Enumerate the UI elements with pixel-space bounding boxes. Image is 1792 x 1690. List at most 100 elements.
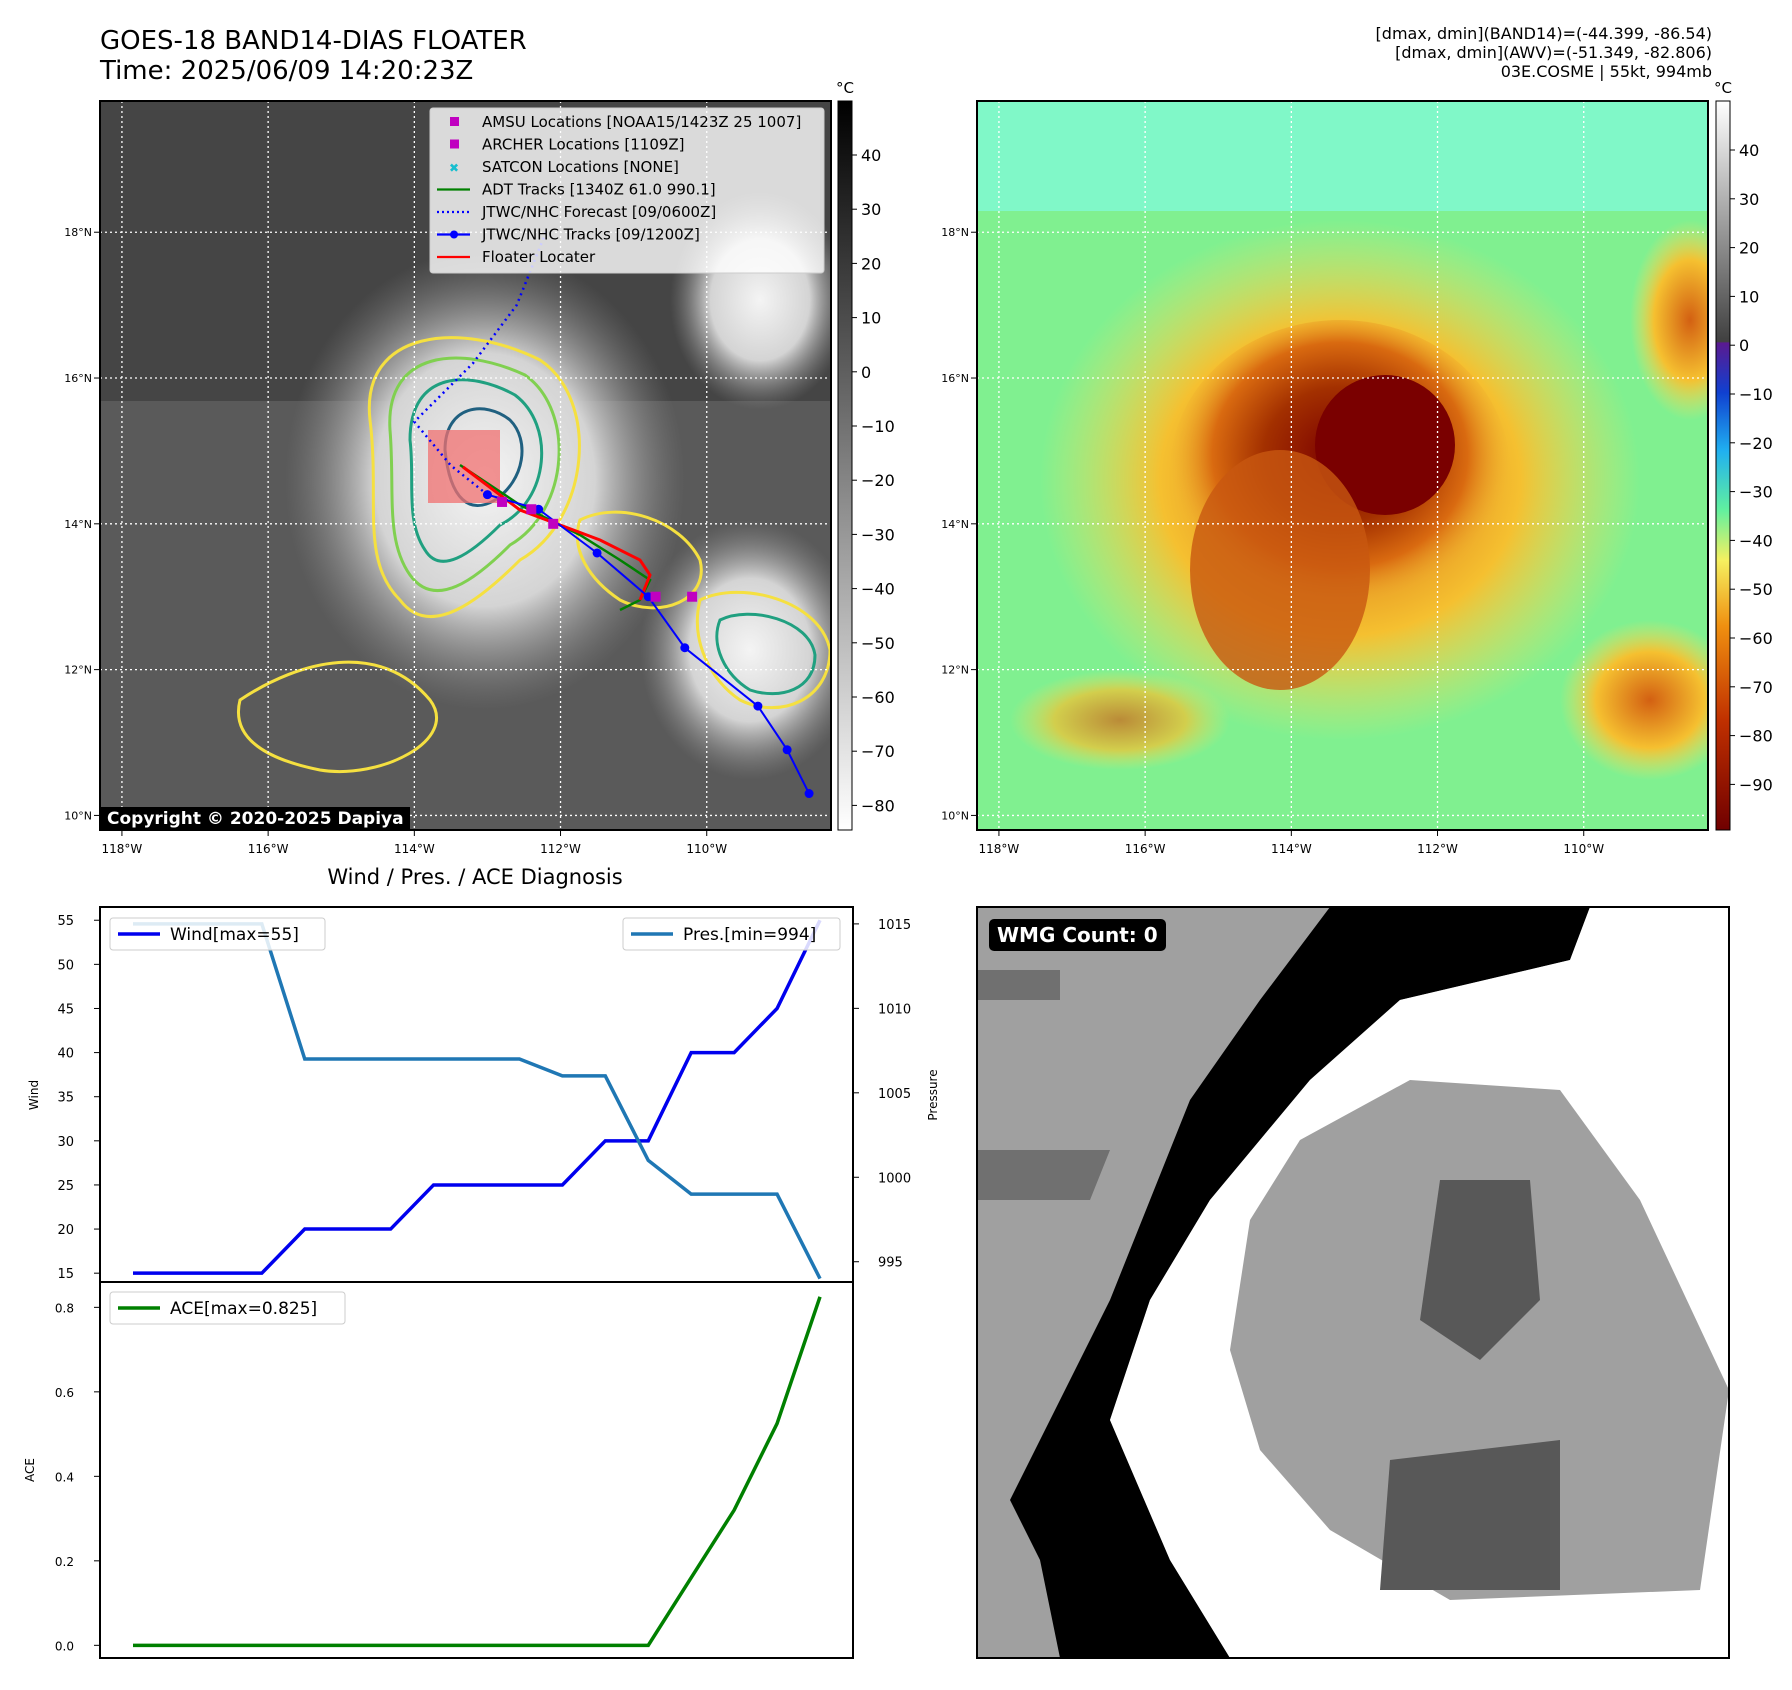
amsu-marker xyxy=(687,591,698,602)
track-point xyxy=(804,789,814,799)
ace-chart: 0.0 0.2 0.4 0.6 0.8 ACE[max=0.825] xyxy=(55,1291,822,1653)
colorbar-tick-label: 20 xyxy=(1739,239,1759,258)
legend-square-marker xyxy=(450,139,459,149)
colorbar-tick-label: −20 xyxy=(861,471,895,490)
colorbar-color-unit: °C xyxy=(1714,79,1732,97)
track-point xyxy=(782,745,792,755)
colorbar-tick-label: 30 xyxy=(1739,190,1759,209)
legend-text: Wind[max=55] xyxy=(170,925,299,945)
awv-color-map xyxy=(977,101,1708,830)
ace-ytick-label: 0.6 xyxy=(55,1386,74,1400)
legend-item: ✖ SATCON Locations [NONE] xyxy=(449,158,679,176)
lat-tick-label: 10°N xyxy=(941,809,969,822)
pressure-ylabel: Pressure xyxy=(926,1069,940,1120)
colorbar-tick-label: 10 xyxy=(861,309,881,328)
legend-label: JTWC/NHC Tracks [09/1200Z] xyxy=(481,226,700,244)
track-point xyxy=(680,643,690,653)
info-line-1: [dmax, dmin](BAND14)=(-44.399, -86.54) xyxy=(1375,24,1712,43)
map-right-ticks: 118°W 116°W 114°W 112°W 110°W 18°N 16°N 14°N 12°… xyxy=(941,226,1604,856)
amsu-marker xyxy=(526,504,537,515)
lat-tick-label: 18°N xyxy=(941,226,969,239)
pressure-ytick-label: 995 xyxy=(878,1256,903,1271)
colorbar-tick-label: 0 xyxy=(1739,336,1749,355)
title-line-2: Time: 2025/06/09 14:20:23Z xyxy=(100,56,474,86)
lon-tick-label: 116°W xyxy=(248,842,289,856)
wind-ytick-label: 30 xyxy=(57,1135,74,1150)
ace-ytick-label: 0.4 xyxy=(55,1470,74,1484)
legend-text: ACE[max=0.825] xyxy=(170,1299,317,1319)
colorbar-color xyxy=(1715,100,1731,831)
legend-frame xyxy=(109,917,326,951)
lat-tick-label: 14°N xyxy=(941,518,969,531)
colorbar-tick-label: −50 xyxy=(861,634,895,653)
wind-ylabel: Wind xyxy=(27,1080,41,1110)
lon-tick-label: 118°W xyxy=(102,842,143,856)
lon-tick-label: 110°W xyxy=(1563,842,1604,856)
colorbar-tick-label: −10 xyxy=(861,417,895,436)
contour-yellow xyxy=(367,336,581,619)
wind-ytick-label: 20 xyxy=(57,1223,74,1238)
legend-item: JTWC/NHC Forecast [09/0600Z] xyxy=(437,203,716,221)
track-point xyxy=(534,504,544,514)
wind-ytick-label: 40 xyxy=(57,1047,74,1062)
lat-tick-label: 16°N xyxy=(64,372,92,385)
floater-track xyxy=(462,465,652,601)
awv-eye-region xyxy=(1315,375,1455,515)
jtwc-track xyxy=(487,493,810,794)
awv-cluster-ne xyxy=(1630,220,1708,420)
contour-yellow-4 xyxy=(237,660,438,773)
cloud-cluster-se xyxy=(640,520,831,780)
awv-top-band xyxy=(977,101,1708,211)
track-point xyxy=(482,490,492,500)
legend-dot-marker xyxy=(450,230,458,239)
legend-label: SATCON Locations [NONE] xyxy=(482,158,679,176)
wmg-dark-patch xyxy=(1420,1180,1540,1360)
lat-tick-label: 12°N xyxy=(941,664,969,677)
wind-series xyxy=(133,919,822,1275)
wmg-patch-w xyxy=(977,1150,1110,1200)
legend-item: Floater Locater xyxy=(437,248,596,266)
wind-pressure-axes xyxy=(99,906,854,1283)
ace-ytick-label: 0.0 xyxy=(55,1639,74,1653)
info-line-3: 03E.COSME | 55kt, 994mb xyxy=(1500,62,1712,81)
wind-ytick-label: 35 xyxy=(57,1091,74,1106)
colorbar-tick-label: −40 xyxy=(861,580,895,599)
lat-tick-label: 16°N xyxy=(941,372,969,385)
info-line-2: [dmax, dmin](AWV)=(-51.349, -82.806) xyxy=(1395,43,1712,62)
pressure-legend: Pres.[min=994] xyxy=(622,917,841,951)
lon-tick-label: 114°W xyxy=(394,842,435,856)
map-frame-right xyxy=(976,100,1709,831)
lon-tick-label: 114°W xyxy=(1271,842,1312,856)
legend-label: ADT Tracks [1340Z 61.0 990.1] xyxy=(482,181,716,199)
colorbar-tick-label: −80 xyxy=(861,796,895,815)
ace-ytick-label: 0.8 xyxy=(55,1301,74,1315)
track-point xyxy=(753,701,763,711)
legend-item: ARCHER Locations [1109Z] xyxy=(450,136,685,154)
ace-axes xyxy=(99,1281,854,1659)
colorbar-gray xyxy=(837,100,853,831)
colorbar-gray-unit: °C xyxy=(836,79,854,97)
legend-item: JTWC/NHC Tracks [09/1200Z] xyxy=(437,226,700,244)
lat-tick-label: 14°N xyxy=(64,518,92,531)
colorbar-tick-label: −60 xyxy=(861,688,895,707)
wmg-panel xyxy=(977,907,1729,1658)
ace-ytick-label: 0.2 xyxy=(55,1555,74,1569)
contour-teal xyxy=(408,378,544,563)
colorbar-tick-label: −10 xyxy=(1739,385,1773,404)
wind-pressure-chart: 15 20 25 30 35 40 45 50 55 995 1000 1005 1010 1015 Win… xyxy=(57,914,911,1282)
colorbar-tick-label: 40 xyxy=(1739,141,1759,160)
wind-legend: Wind[max=55] xyxy=(109,917,326,951)
colorbar-tick-label: 40 xyxy=(861,146,881,165)
contour-green xyxy=(388,356,561,593)
diagnosis-title: Wind / Pres. / ACE Diagnosis xyxy=(327,865,622,889)
lon-tick-label: 112°W xyxy=(540,842,581,856)
legend-label: JTWC/NHC Forecast [09/0600Z] xyxy=(481,203,716,221)
colorbar-tick-label: −70 xyxy=(1739,678,1773,697)
wind-ytick-label: 45 xyxy=(57,1002,74,1017)
pressure-ytick-label: 1015 xyxy=(878,918,911,933)
colorbar-tick-label: 30 xyxy=(861,200,881,219)
amsu-marker xyxy=(650,591,661,602)
colorbar-tick-label: −60 xyxy=(1739,629,1773,648)
title-line-1: GOES-18 BAND14-DIAS FLOATER xyxy=(100,26,527,56)
